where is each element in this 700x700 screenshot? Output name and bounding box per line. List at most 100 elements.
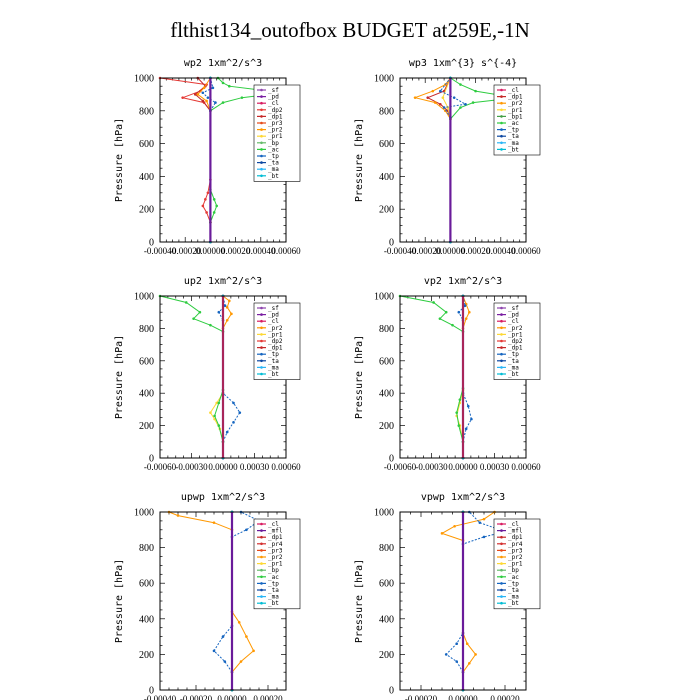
legend-entry: _ma xyxy=(508,140,519,147)
legend-marker xyxy=(500,333,503,336)
series-point-ac xyxy=(458,398,462,401)
legend-marker xyxy=(260,346,263,349)
legend-marker xyxy=(500,568,503,572)
y-axis-label: Pressure [hPa] xyxy=(354,559,365,643)
legend-entry: _ta xyxy=(508,358,519,365)
legend-entry: _pd xyxy=(268,312,279,319)
legend-marker xyxy=(500,313,503,316)
legend-marker xyxy=(260,128,263,131)
series-point-dp2 xyxy=(205,211,208,214)
y-tick-label: 400 xyxy=(139,172,154,183)
legend-entry: _ta xyxy=(268,587,279,594)
legend-marker xyxy=(500,346,503,349)
series-point-ac xyxy=(459,83,462,86)
legend-marker xyxy=(260,529,263,532)
legend-entry: _tp xyxy=(508,127,519,134)
series-point-tp xyxy=(201,91,205,95)
legend-entry: _ac xyxy=(508,120,519,127)
y-tick-label: 1000 xyxy=(374,74,394,85)
y-axis-label: Pressure [hPa] xyxy=(114,559,125,643)
legend-entry: _pd xyxy=(268,94,279,101)
figure-title: flthist134_outofbox BUDGET at259E,-1N xyxy=(170,18,530,42)
series-point-tp xyxy=(439,89,442,93)
series-point-pr2 xyxy=(225,306,229,309)
y-tick-label: 0 xyxy=(389,454,394,465)
series-point-pr2 xyxy=(468,310,471,314)
series-point-tp xyxy=(223,660,227,663)
series-point-tp xyxy=(455,660,459,663)
legend-marker xyxy=(500,366,503,369)
legend-entry: _pr2 xyxy=(508,554,523,561)
y-tick-label: 600 xyxy=(139,139,154,150)
legend-marker xyxy=(260,542,263,546)
legend-entry: _ta xyxy=(508,587,519,594)
legend-marker xyxy=(500,601,503,605)
y-tick-label: 1000 xyxy=(134,292,154,303)
legend-entry: _pr1 xyxy=(268,331,283,338)
legend-marker xyxy=(260,134,263,138)
series-line-tp xyxy=(201,77,217,112)
legend-marker xyxy=(260,568,263,572)
legend-marker xyxy=(260,174,263,178)
y-tick-label: 200 xyxy=(139,421,154,432)
x-tick-label: 0.00020 xyxy=(221,246,251,256)
series-point-pr1 xyxy=(441,96,445,99)
x-tick-label: 0.00060 xyxy=(271,462,301,472)
y-tick-label: 800 xyxy=(139,106,154,117)
y-tick-label: 400 xyxy=(379,614,394,625)
legend-entry: _ac xyxy=(268,146,279,153)
series-point-dp1 xyxy=(426,96,430,99)
series-point-pr1 xyxy=(215,401,218,405)
legend-entry: _cl xyxy=(508,318,519,325)
chart-title: wp2 1xm^2/s^3 xyxy=(184,58,262,69)
series-point-tp xyxy=(211,86,215,90)
series-point-pr2 xyxy=(196,93,200,96)
series-point-pr2 xyxy=(228,299,231,303)
series-point-ac xyxy=(215,204,218,208)
legend-marker xyxy=(260,549,263,552)
legend-entry: _tp xyxy=(508,351,519,358)
series-point-tp xyxy=(452,96,456,99)
series-point-ac xyxy=(455,411,459,414)
legend-marker xyxy=(260,372,263,376)
series-point-ac xyxy=(240,96,244,99)
series-line-dp1 xyxy=(426,77,451,120)
series-point-tp xyxy=(232,421,235,424)
legend-marker xyxy=(260,161,263,164)
legend-entry: _bp1 xyxy=(508,113,523,120)
y-axis-label: Pressure [hPa] xyxy=(354,118,365,202)
series-point-dp1 xyxy=(193,93,197,96)
series-point-ac xyxy=(459,106,462,109)
x-tick-label: -0.00060 xyxy=(144,462,177,472)
y-tick-label: 800 xyxy=(139,324,154,335)
legend-entry: _ma xyxy=(508,364,519,371)
legend-marker xyxy=(500,134,503,138)
legend-box xyxy=(253,84,301,182)
legend-marker xyxy=(260,366,263,369)
x-tick-label: 0.00030 xyxy=(480,462,510,472)
legend-entry: _dp1 xyxy=(508,345,523,352)
chart-title: up2 1xm^2/s^3 xyxy=(184,276,262,287)
legend-entry: _bt xyxy=(268,173,279,180)
legend-entry: _ac xyxy=(508,574,519,581)
y-tick-label: 400 xyxy=(379,389,394,400)
legend-entry: _pr4 xyxy=(268,541,283,548)
legend-marker xyxy=(260,121,263,125)
series-point-pr2 xyxy=(468,662,471,665)
series-line-pr2 xyxy=(222,295,232,329)
series-point-pr2 xyxy=(230,312,233,316)
series-point-ac xyxy=(212,198,216,201)
legend-marker xyxy=(260,313,263,316)
series-line-pr2 xyxy=(197,77,211,111)
series-point-pr2 xyxy=(474,653,477,656)
legend-marker xyxy=(260,306,263,310)
chart-panel-4: vp2 1xm^2/s^3 Pressure [hPa] 0 200 400 600 800… xyxy=(354,276,541,472)
legend-marker xyxy=(260,167,263,171)
legend-marker xyxy=(260,108,263,112)
legend-entry: _pr3 xyxy=(508,547,523,554)
x-tick-label: -0.00040 xyxy=(144,246,177,256)
series-point-pr2 xyxy=(252,649,255,653)
y-tick-label: 400 xyxy=(379,172,394,183)
legend-entry: _bt xyxy=(268,371,279,378)
legend-marker xyxy=(260,326,263,330)
